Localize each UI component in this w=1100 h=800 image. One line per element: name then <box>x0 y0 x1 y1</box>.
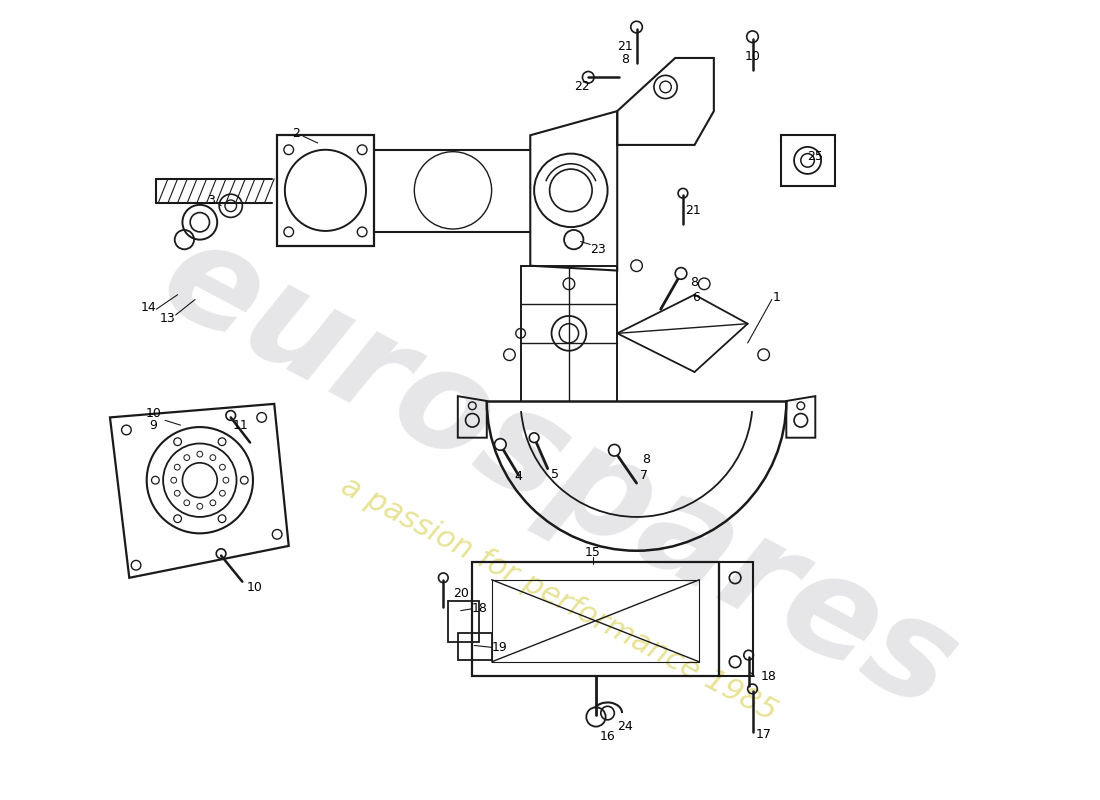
Text: 7: 7 <box>640 469 648 482</box>
Text: 4: 4 <box>515 470 522 483</box>
Text: a passion for performance 1985: a passion for performance 1985 <box>337 471 782 726</box>
Bar <box>458 633 492 660</box>
Text: 6: 6 <box>693 291 701 304</box>
Text: 10: 10 <box>248 581 263 594</box>
Text: 20: 20 <box>453 586 469 600</box>
Text: 10: 10 <box>745 50 760 62</box>
Text: 23: 23 <box>590 242 606 256</box>
Circle shape <box>495 438 506 450</box>
Text: 25: 25 <box>807 150 823 163</box>
Text: 11: 11 <box>232 418 249 432</box>
Text: 8: 8 <box>621 54 629 66</box>
Text: 14: 14 <box>141 301 156 314</box>
Text: 24: 24 <box>617 720 632 733</box>
Text: 9: 9 <box>150 418 157 432</box>
Bar <box>448 601 480 642</box>
Text: 21: 21 <box>684 204 701 217</box>
Text: 13: 13 <box>161 312 176 326</box>
Text: 5: 5 <box>551 468 560 481</box>
Text: 1: 1 <box>772 291 781 304</box>
Text: eurospares: eurospares <box>140 208 979 739</box>
Text: 22: 22 <box>574 81 591 94</box>
Text: 15: 15 <box>585 546 601 559</box>
Text: 19: 19 <box>492 641 507 654</box>
Text: 8: 8 <box>691 276 698 289</box>
Bar <box>781 135 835 186</box>
Text: 21: 21 <box>617 40 632 53</box>
Text: 2: 2 <box>293 127 300 140</box>
Text: 18: 18 <box>472 602 488 615</box>
Circle shape <box>608 445 620 456</box>
Text: 8: 8 <box>642 454 650 466</box>
Text: 16: 16 <box>600 730 615 742</box>
Text: 3: 3 <box>208 194 216 207</box>
Circle shape <box>529 433 539 442</box>
Text: 10: 10 <box>145 407 162 420</box>
Text: 17: 17 <box>756 728 772 741</box>
Circle shape <box>675 268 686 279</box>
Text: 18: 18 <box>760 670 777 683</box>
